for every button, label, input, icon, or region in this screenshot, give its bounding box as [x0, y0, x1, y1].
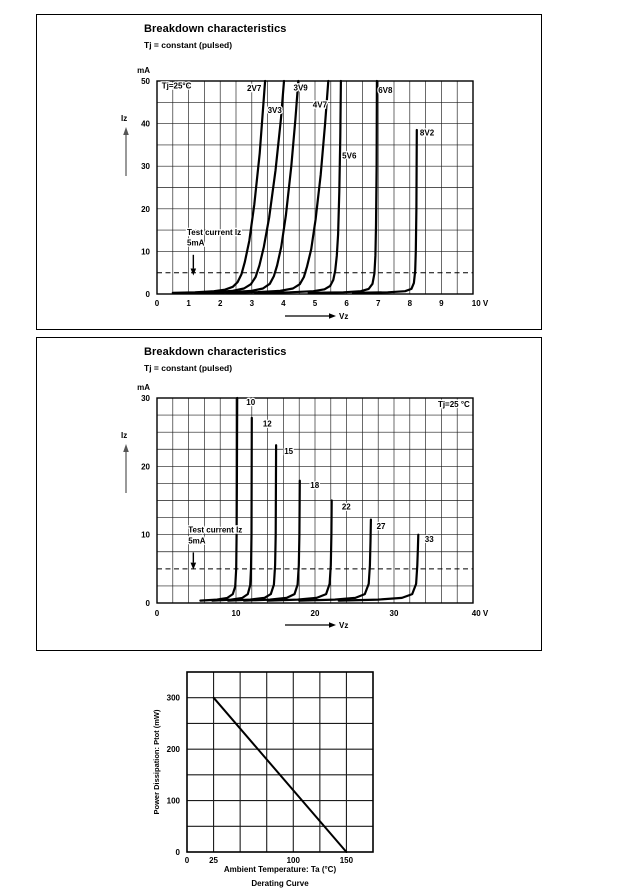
svg-text:0: 0 [155, 299, 160, 308]
svg-text:Tj=25 °C: Tj=25 °C [438, 400, 470, 409]
svg-text:1: 1 [186, 299, 191, 308]
svg-text:3V9: 3V9 [294, 83, 309, 92]
svg-text:4V7: 4V7 [313, 100, 328, 109]
svg-text:5V6: 5V6 [342, 152, 357, 161]
breakdown-chart-high-voltage: 10 12 15 18 22 27 33 Tj=25 °C 0 10 20 30 40 V 0 10 20 30… [121, 383, 489, 630]
svg-text:10: 10 [246, 398, 255, 407]
svg-text:6V8: 6V8 [378, 86, 393, 95]
chart-title-low-voltage: Breakdown characteristics [144, 23, 287, 35]
svg-text:Test current Iz: Test current Iz [188, 526, 242, 535]
svg-text:30: 30 [141, 394, 150, 403]
svg-text:mA: mA [137, 66, 150, 75]
svg-text:6: 6 [344, 299, 349, 308]
svg-text:18: 18 [310, 481, 319, 490]
svg-text:mA: mA [137, 383, 150, 392]
svg-text:4: 4 [281, 299, 286, 308]
svg-text:5mA: 5mA [187, 238, 205, 247]
svg-text:Derating Curve: Derating Curve [251, 879, 309, 888]
svg-text:10 V: 10 V [472, 299, 489, 308]
svg-text:Iz: Iz [121, 431, 127, 440]
svg-text:Vz: Vz [339, 621, 348, 630]
svg-text:50: 50 [141, 77, 150, 86]
svg-text:10: 10 [232, 609, 241, 618]
breakdown-characteristics-panel-low-voltage: Breakdown characteristics Tj = constant … [36, 14, 542, 330]
svg-text:2: 2 [218, 299, 223, 308]
svg-text:200: 200 [167, 745, 181, 754]
svg-text:8V2: 8V2 [420, 129, 435, 138]
svg-text:5: 5 [313, 299, 318, 308]
svg-text:3V3: 3V3 [268, 106, 283, 115]
svg-text:20: 20 [141, 205, 150, 214]
svg-text:0: 0 [146, 290, 151, 299]
svg-text:27: 27 [377, 522, 386, 531]
svg-text:Iz: Iz [121, 114, 127, 123]
svg-text:2V7: 2V7 [247, 84, 262, 93]
chart-title-high-voltage: Breakdown characteristics [144, 346, 287, 358]
svg-text:0: 0 [185, 856, 190, 865]
svg-text:Ambient Temperature: Ta (°C): Ambient Temperature: Ta (°C) [224, 865, 337, 874]
svg-text:300: 300 [167, 694, 181, 703]
svg-text:10: 10 [141, 531, 150, 540]
svg-text:9: 9 [439, 299, 444, 308]
svg-text:25: 25 [209, 856, 218, 865]
svg-text:12: 12 [263, 420, 272, 429]
svg-text:150: 150 [340, 856, 354, 865]
breakdown-characteristics-panel-high-voltage: Breakdown characteristics Tj = constant … [36, 337, 542, 651]
derating-curve-chart: 0 25 100 150 0 100 200 300 Ambient Temperature: … [152, 671, 374, 888]
svg-text:100: 100 [167, 797, 181, 806]
svg-text:8: 8 [408, 299, 413, 308]
svg-text:100: 100 [287, 856, 301, 865]
svg-text:3: 3 [250, 299, 255, 308]
svg-text:33: 33 [425, 535, 434, 544]
svg-text:40: 40 [141, 120, 150, 129]
svg-text:15: 15 [284, 447, 293, 456]
svg-text:7: 7 [376, 299, 381, 308]
svg-text:0: 0 [176, 848, 181, 857]
svg-text:30: 30 [141, 162, 150, 171]
breakdown-chart-low-voltage: 2V7 3V3 3V9 4V7 5V6 6V8 8V2 Tj=25°C 0 1 2 3 4 5 6 7 8 9 10… [121, 66, 489, 321]
svg-text:10: 10 [141, 247, 150, 256]
chart-subtitle-low-voltage: Tj = constant (pulsed) [144, 40, 233, 50]
chart-subtitle-high-voltage: Tj = constant (pulsed) [144, 363, 233, 373]
svg-text:22: 22 [342, 502, 351, 511]
svg-text:Vz: Vz [339, 312, 348, 321]
svg-text:Power Dissipation: Ptot (mW): Power Dissipation: Ptot (mW) [152, 709, 161, 815]
svg-text:Tj=25°C: Tj=25°C [162, 82, 192, 91]
svg-text:40 V: 40 V [472, 609, 489, 618]
svg-text:0: 0 [146, 599, 151, 608]
svg-text:5mA: 5mA [188, 537, 206, 546]
svg-text:20: 20 [141, 462, 150, 471]
svg-text:20: 20 [311, 609, 320, 618]
svg-text:0: 0 [155, 609, 160, 618]
svg-text:Test current Iz: Test current Iz [187, 228, 241, 237]
svg-text:30: 30 [390, 609, 399, 618]
